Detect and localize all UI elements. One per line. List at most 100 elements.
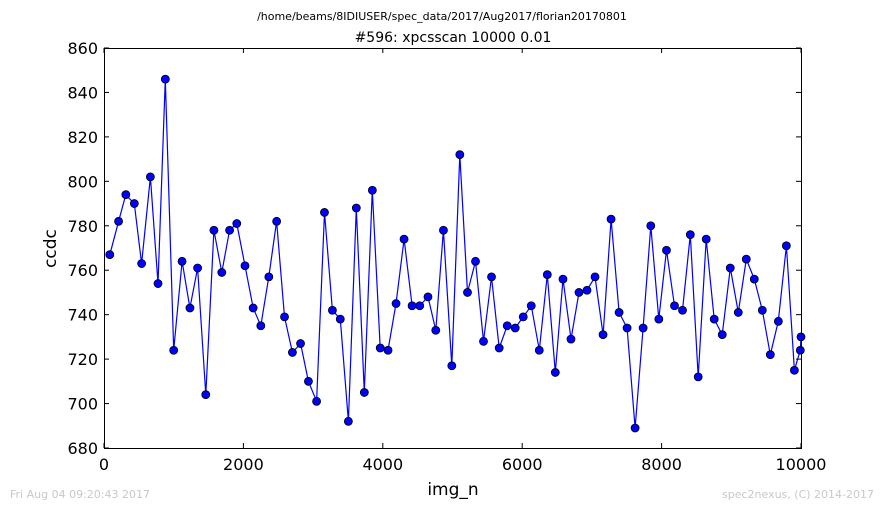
data-point (153, 279, 163, 288)
y-tick-label: 760 (67, 261, 98, 280)
data-point (534, 345, 544, 355)
data-point (375, 343, 385, 353)
y-tick-label: 700 (67, 395, 98, 414)
data-point (399, 234, 409, 244)
data-point (367, 185, 377, 195)
data-point (598, 330, 608, 340)
y-tick-label: 840 (67, 83, 98, 102)
data-point (296, 339, 305, 348)
data-point (717, 330, 727, 340)
data-point (494, 343, 504, 353)
data-point (654, 314, 664, 324)
data-point (733, 308, 743, 317)
x-tick-label: 0 (99, 455, 109, 474)
data-point (280, 312, 289, 322)
data-point (795, 345, 805, 355)
data-point (773, 316, 783, 326)
data-point (765, 350, 775, 360)
x-tick-label: 6000 (502, 455, 543, 474)
data-point (232, 219, 242, 228)
data-point (193, 263, 203, 273)
data-point (781, 241, 791, 251)
data-point (646, 221, 656, 231)
data-point (479, 336, 488, 346)
data-point (248, 303, 258, 313)
data-point (670, 301, 679, 311)
plot-frame (104, 48, 802, 449)
plot-title: #596: xpcsscan 10000 0.01 (354, 30, 552, 46)
ticks-layer: 0 2000 4000 6000 8000 10000 680 700 720 740 760 780… (67, 39, 826, 474)
footer-timestamp: Fri Aug 04 09:20:43 2017 (10, 488, 150, 501)
data-point (614, 308, 624, 317)
data-point (455, 150, 465, 160)
data-point (566, 334, 576, 344)
data-point (335, 314, 345, 324)
data-point (510, 323, 520, 333)
data-point (582, 285, 592, 295)
data-point (160, 74, 170, 84)
data-point (749, 274, 759, 284)
data-point (447, 361, 457, 371)
data-point (240, 261, 250, 271)
data-point (320, 208, 329, 217)
data-point (574, 288, 584, 297)
data-point (312, 396, 321, 406)
data-point (701, 234, 711, 244)
y-axis-label: ccdc (41, 229, 61, 268)
data-point (114, 216, 123, 226)
data-point (463, 288, 472, 297)
data-point (622, 323, 632, 333)
y-tick-label: 720 (67, 350, 98, 369)
data-point (685, 230, 695, 240)
data-point (741, 254, 751, 264)
data-point (518, 312, 528, 322)
data-point (471, 256, 480, 266)
footer-credit: spec2nexus, (C) 2014-2017 (722, 488, 874, 501)
data-point (256, 321, 266, 331)
data-point (391, 299, 401, 308)
data-point (407, 301, 417, 311)
data-point (542, 270, 552, 280)
data-point (383, 345, 393, 355)
data-point (137, 259, 147, 268)
x-axis-label: img_n (427, 480, 478, 500)
x-tick-label: 2000 (223, 455, 264, 474)
data-point (185, 303, 195, 313)
data-point (662, 245, 671, 255)
x-tick-label: 8000 (641, 455, 682, 474)
data-point (169, 345, 179, 355)
data-point (359, 388, 369, 397)
data-point (789, 365, 799, 375)
y-tick-label: 800 (67, 172, 98, 191)
y-tick-label: 820 (67, 128, 98, 147)
data-point (502, 321, 512, 331)
data-point (558, 274, 568, 284)
data-point (693, 372, 703, 382)
data-point (105, 250, 115, 260)
data-point (487, 272, 496, 282)
data-point (351, 203, 361, 213)
data-point (590, 272, 600, 282)
data-point (343, 416, 353, 426)
data-point (638, 323, 648, 333)
data-point (725, 263, 735, 273)
data-point (526, 301, 536, 311)
data-point (415, 301, 425, 311)
data-point (328, 305, 337, 315)
series-layer (105, 74, 806, 433)
data-point (272, 216, 282, 226)
data-point (264, 272, 274, 282)
y-tick-label: 740 (67, 306, 98, 325)
data-point (177, 256, 187, 266)
data-point (201, 390, 211, 400)
data-point (757, 305, 767, 315)
data-point (209, 225, 219, 235)
data-point (709, 314, 719, 324)
figure-suptitle: /home/beams/8IDIUSER/spec_data/2017/Aug2… (257, 10, 627, 23)
data-point (145, 172, 155, 182)
data-point (423, 292, 433, 302)
y-tick-label: 680 (67, 439, 98, 458)
data-point (225, 225, 234, 235)
data-point (630, 423, 640, 433)
